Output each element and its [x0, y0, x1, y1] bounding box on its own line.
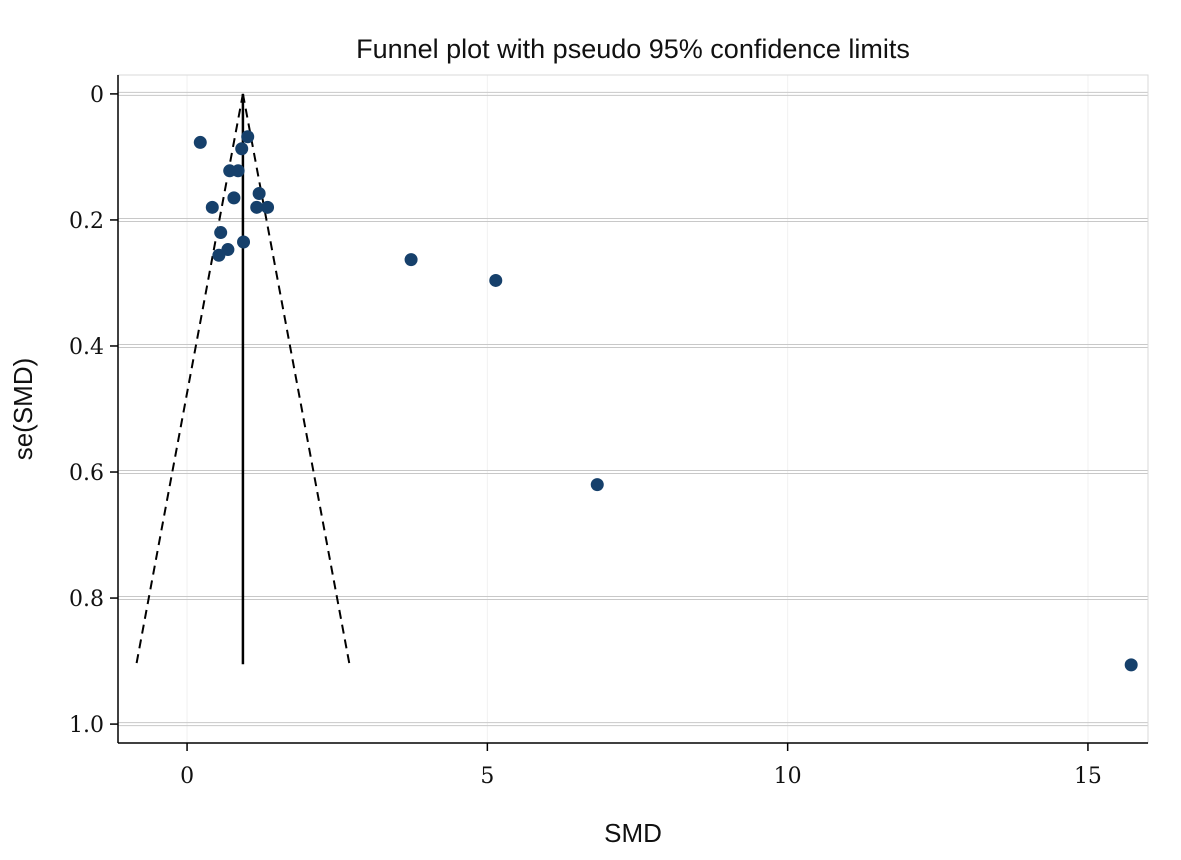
study-point	[231, 164, 245, 178]
plot-area-border	[117, 74, 1149, 744]
study-point	[590, 478, 604, 492]
study-point	[489, 273, 503, 287]
lower-confidence-limit	[135, 93, 244, 665]
y-tick-label: 0	[90, 83, 104, 108]
study-point	[404, 253, 418, 267]
chart-title: Funnel plot with pseudo 95% confidence l…	[356, 34, 910, 64]
axis-ticks: 0 0.2 0.4 0.6 0.8 1.0 0 5 10 15	[69, 83, 1102, 789]
study-point	[252, 186, 266, 200]
study-point	[237, 235, 251, 249]
study-point	[193, 135, 207, 149]
study-point	[241, 130, 255, 144]
study-point	[1124, 658, 1138, 672]
x-axis-title: SMD	[604, 818, 662, 848]
y-tick-label: 0.4	[69, 335, 104, 360]
study-point	[212, 248, 226, 262]
data-points	[193, 130, 1138, 672]
x-tick-label: 10	[774, 764, 802, 789]
y-tick-label: 0.8	[69, 587, 104, 612]
study-point	[250, 200, 264, 214]
study-point	[205, 200, 219, 214]
x-tick-label: 5	[480, 764, 494, 789]
funnel-lines	[135, 93, 351, 665]
upper-confidence-limit	[241, 93, 351, 665]
study-point	[261, 200, 275, 214]
y-axis-title: se(SMD)	[8, 358, 38, 461]
x-tick-label: 0	[180, 764, 194, 789]
x-tick-label: 15	[1074, 764, 1102, 789]
study-point	[235, 142, 249, 156]
study-point	[227, 191, 241, 205]
y-tick-label: 1.0	[69, 713, 104, 738]
y-tick-label: 0.6	[69, 461, 104, 486]
grid-lines	[118, 75, 1148, 743]
y-tick-label: 0.2	[69, 209, 104, 234]
study-point	[214, 226, 228, 240]
